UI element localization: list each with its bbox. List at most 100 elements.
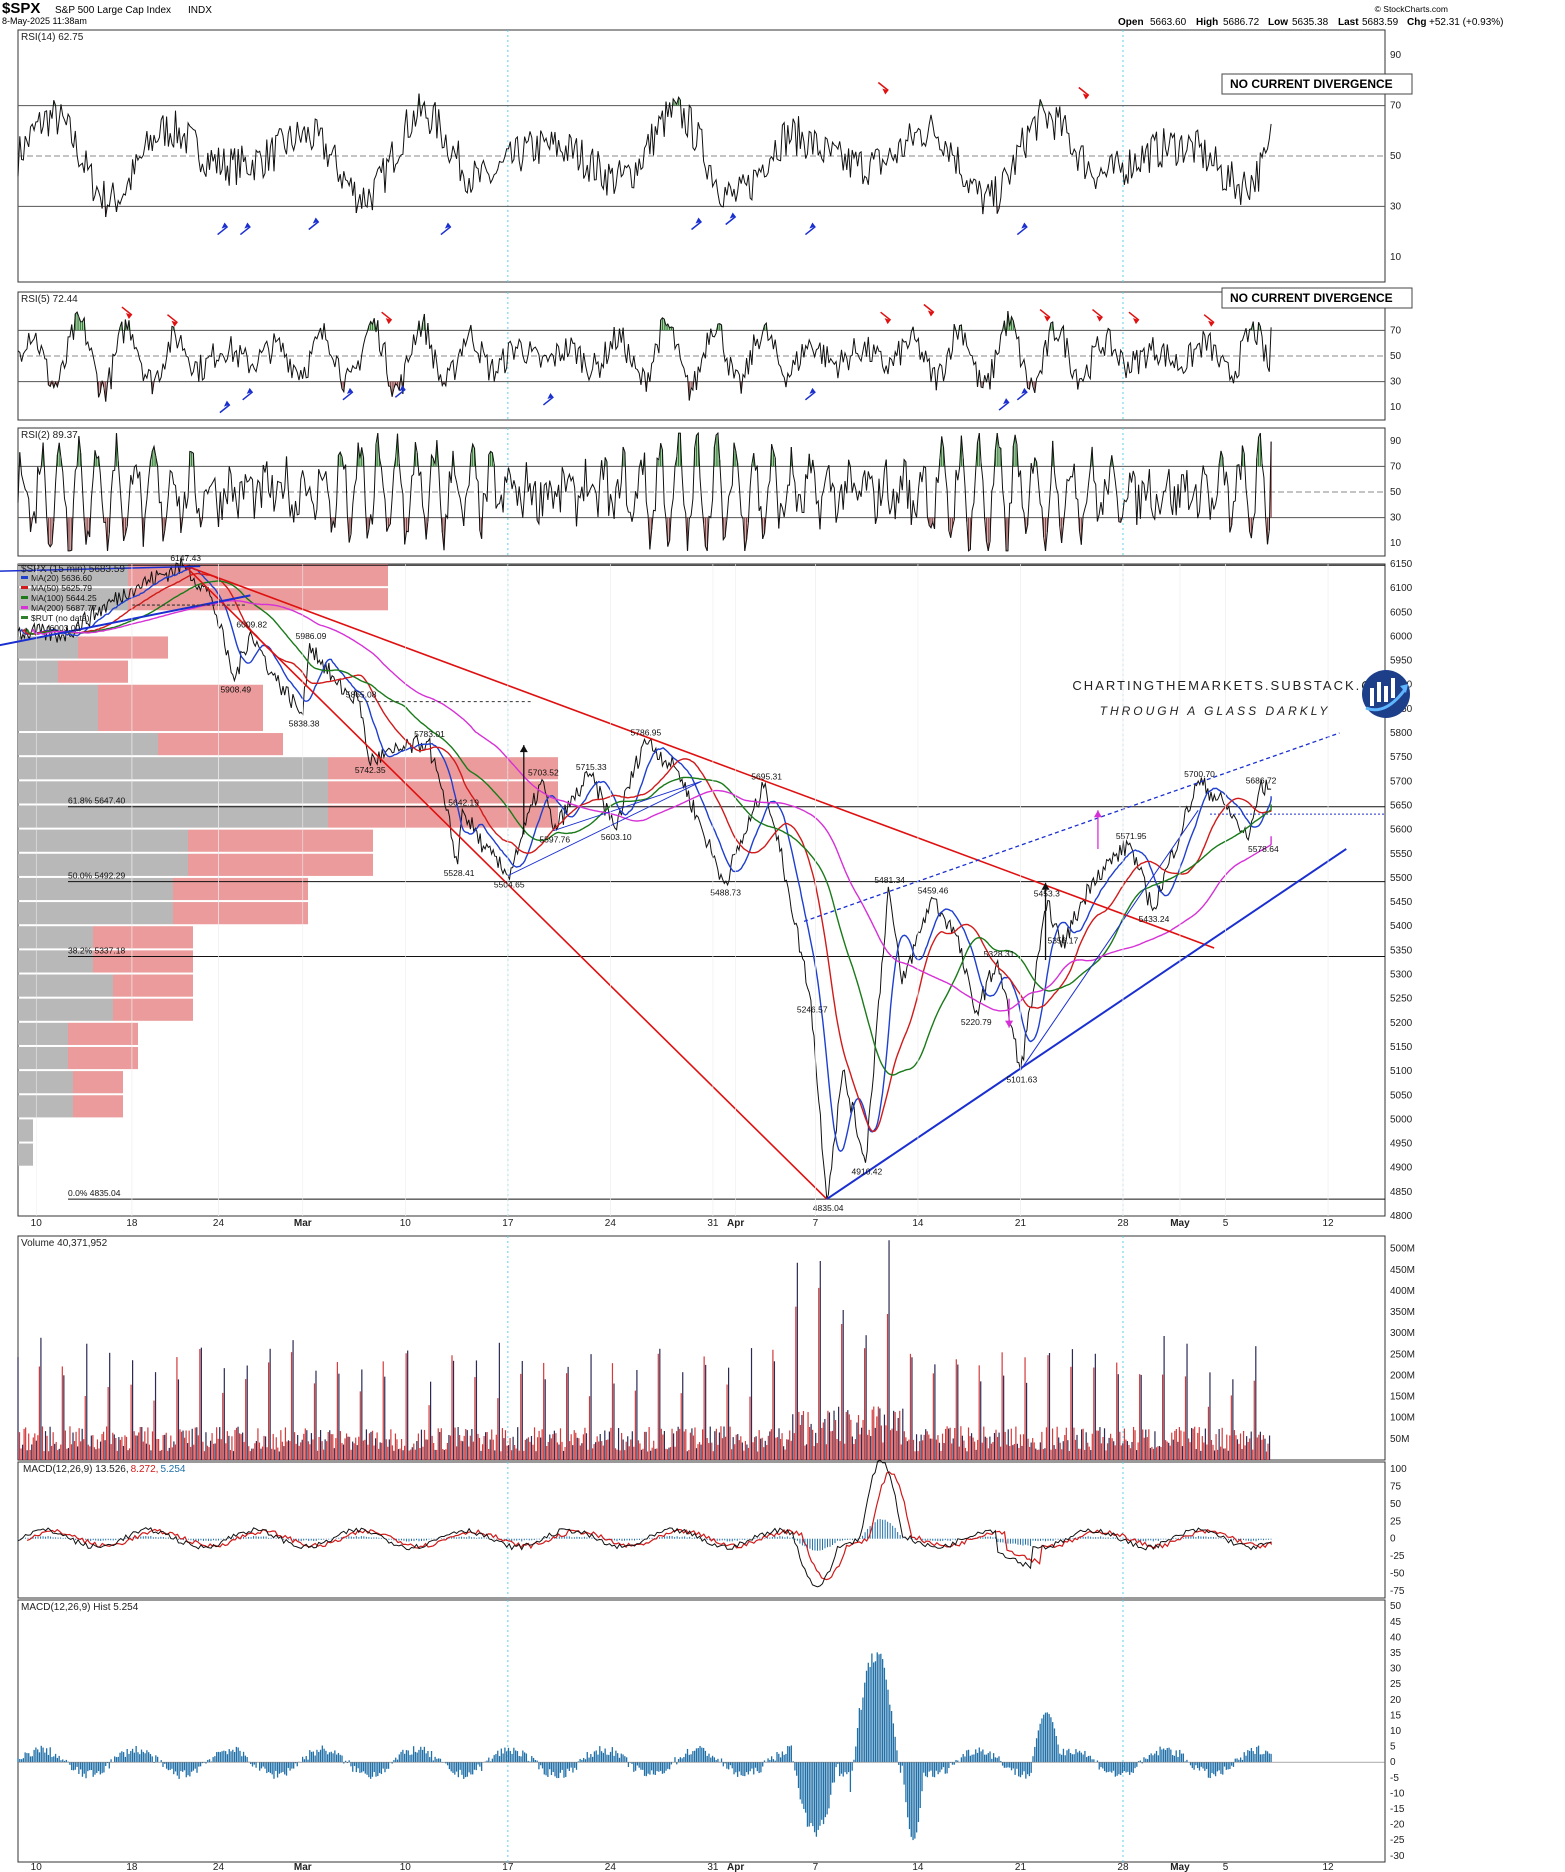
xaxis-mid-label: 7 [813, 1218, 819, 1229]
pivot-label: 6003.00 [50, 623, 81, 633]
price-vbp-up [18, 1022, 68, 1045]
xaxis-mid-label: 10 [31, 1218, 43, 1229]
rsi5-divergence-arrow [171, 320, 178, 327]
price-vbp-down [173, 902, 308, 925]
xaxis-mid-label: May [1170, 1218, 1190, 1229]
rsi14-divergence-line [308, 220, 320, 231]
volume-ytick: 300M [1390, 1328, 1415, 1339]
rsi14-ytick: 10 [1390, 252, 1402, 263]
price-vbp-up [18, 853, 188, 876]
price-ytick: 5350 [1390, 945, 1413, 956]
price-vbp-up [18, 660, 58, 683]
rsi14-divergence-line [1016, 225, 1028, 236]
rsi5-divergence-line [998, 401, 1010, 411]
macd_hist-frame [17, 1599, 1386, 1863]
price-vbp-down [68, 1046, 138, 1070]
pink-arrow-down-head [1005, 1020, 1014, 1028]
rsi5-annotation-text: NO CURRENT DIVERGENCE [1230, 291, 1393, 305]
price-ytick: 4900 [1390, 1163, 1413, 1174]
price-vbp-down [68, 1022, 138, 1045]
pivot-label: 5488.73 [710, 887, 741, 897]
copyright: © StockCharts.com [1375, 4, 1448, 14]
macd-ytick: -75 [1390, 1586, 1405, 1597]
macd_hist-ytick: 20 [1390, 1695, 1402, 1706]
high-value: 5686.72 [1223, 17, 1260, 28]
pivot-label: 5865.08 [346, 690, 377, 700]
xaxis-bottom-label: Apr [727, 1862, 744, 1872]
volume-ytick: 350M [1390, 1307, 1415, 1318]
legend-entry: MA(100) 5644.25 [31, 593, 97, 603]
watermark-line2: THROUGH A GLASS DARKLY [1100, 704, 1331, 718]
price-vbp-up [18, 926, 93, 949]
pivot-label: 5642.19 [448, 797, 479, 807]
macd_hist-ytick: -15 [1390, 1804, 1405, 1815]
legend-entry: MA(20) 5636.60 [31, 573, 92, 583]
rsi5-divergence-line [167, 314, 178, 324]
pivot-label: 4910.42 [852, 1167, 883, 1177]
rsi14-ytick: 70 [1390, 101, 1402, 112]
pivot-label: 5433.24 [1139, 914, 1170, 924]
xaxis-mid-label: 21 [1015, 1218, 1027, 1229]
rsi5-divergence-line [219, 404, 231, 414]
pivot-label: 5328.31 [984, 949, 1015, 959]
pivot-label: 5571.95 [1116, 831, 1147, 841]
rsi2-title: RSI(2) 89.37 [21, 430, 78, 441]
volume-ytick: 250M [1390, 1349, 1415, 1360]
rsi14-divergence-arrow [244, 222, 251, 229]
price-ytick: 5700 [1390, 776, 1413, 787]
macd-title-part: 8.272, [131, 1464, 159, 1475]
rising-dotted-line [803, 732, 1340, 923]
macd-ytick: -50 [1390, 1569, 1405, 1580]
macd_hist-ytick: 15 [1390, 1710, 1402, 1721]
macd_hist-ytick: 40 [1390, 1632, 1402, 1643]
exchange: INDX [188, 5, 212, 16]
volume-title: Volume 40,371,952 [21, 1238, 108, 1249]
legend-swatch [21, 586, 28, 589]
rsi5-divergence-arrow [1003, 398, 1010, 405]
price-ytick: 6150 [1390, 559, 1413, 570]
rsi5-annotation-box [1221, 287, 1413, 309]
rsi14-divergence-line [725, 215, 737, 226]
price-ytick: 5150 [1390, 1042, 1413, 1053]
price-vbp-up [18, 1143, 33, 1166]
price-ytick: 5450 [1390, 897, 1413, 908]
rsi2-ytick: 10 [1390, 538, 1402, 549]
pivot-label: 5356.17 [1047, 935, 1078, 945]
rsi2-line [17, 431, 1272, 552]
pivot-label: 5695.31 [751, 772, 782, 782]
macd_hist-title: MACD(12,26,9) Hist 5.254 [21, 1602, 139, 1613]
price-vbp-down [113, 974, 193, 997]
price-vbp-up [18, 684, 98, 732]
high-label: High [1196, 17, 1218, 28]
xaxis-mid-label: Mar [294, 1218, 312, 1229]
rsi5-divergence-line [880, 311, 892, 321]
volume-ytick: 150M [1390, 1392, 1415, 1403]
pivot-label: 6009.82 [236, 620, 267, 630]
rsi14-line [17, 93, 1272, 218]
macd-ytick: 50 [1390, 1499, 1402, 1510]
target-arrow-2-head [1041, 882, 1050, 890]
price-vbp-up [18, 974, 113, 997]
macd-ytick: 0 [1390, 1534, 1396, 1545]
xaxis-mid-label: 17 [502, 1218, 514, 1229]
ma200-line [31, 599, 1272, 1012]
price-vbp-up [18, 781, 328, 804]
rsi5-divergence-line [1203, 314, 1215, 324]
price-vbp-up [18, 902, 173, 925]
ma100-line [25, 580, 1272, 1076]
fib-label: 38.2% 5337.18 [68, 946, 125, 956]
open-label: Open [1118, 17, 1144, 28]
price-ytick: 5250 [1390, 994, 1413, 1005]
chg-value: +52.31 (+0.93%) [1429, 17, 1504, 28]
pivot-label: 5481.34 [874, 875, 905, 885]
rsi5-ytick: 70 [1390, 325, 1402, 336]
rsi5-divergence-arrow [246, 387, 253, 394]
macd-ytick: -25 [1390, 1551, 1405, 1562]
xaxis-bottom-label: 7 [813, 1862, 819, 1872]
rsi14-divergence-arrow [729, 212, 736, 219]
price-ytick: 4950 [1390, 1139, 1413, 1150]
xaxis-bottom-label: 10 [31, 1862, 43, 1872]
macd_hist-ytick: -25 [1390, 1835, 1405, 1846]
xaxis-bottom-label: 24 [605, 1862, 617, 1872]
